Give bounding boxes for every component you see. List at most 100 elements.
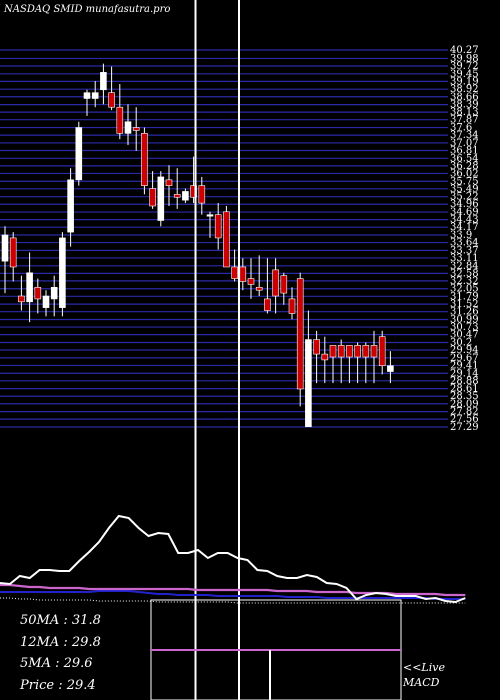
- price-label: 31.52: [450, 299, 479, 310]
- price-label: 29.14: [450, 368, 479, 379]
- candle-body: [288, 298, 296, 314]
- candle-body: [321, 353, 329, 361]
- candle: [108, 66, 115, 111]
- price-label: 29.94: [450, 345, 479, 356]
- price-label: 37.07: [450, 138, 479, 149]
- candle: [223, 205, 230, 268]
- price-label: 39.72: [450, 61, 479, 72]
- candle: [305, 310, 312, 428]
- candle: [214, 203, 222, 250]
- price-label: 34.69: [450, 207, 479, 218]
- live-macd-label: <<Live MACD: [403, 660, 445, 690]
- candle: [190, 156, 197, 204]
- price-label: 37.6: [450, 123, 472, 134]
- price-label: 38.92: [450, 84, 479, 95]
- candle: [100, 63, 107, 105]
- price-label: 34.17: [450, 222, 479, 233]
- stats-panel: 50MA : 31.8 12MA : 29.8 5MA : 29.6 Price…: [20, 610, 101, 696]
- macd-label: MACD: [403, 676, 440, 689]
- candle: [91, 81, 99, 108]
- candle-body: [9, 237, 17, 268]
- price-label: 30.73: [450, 322, 479, 333]
- price-label: 27.29: [450, 422, 479, 433]
- cursor-lines: [194, 0, 240, 700]
- price-label: 33.64: [450, 238, 479, 249]
- candle-body: [34, 286, 42, 300]
- price-label: 28.09: [450, 399, 479, 410]
- candle-body: [387, 365, 394, 372]
- price-label: 33.37: [450, 245, 479, 256]
- price-label: 36.02: [450, 168, 479, 179]
- indicator-white-line: [0, 514, 466, 604]
- candle-body: [272, 269, 279, 297]
- candle-body: [231, 266, 238, 279]
- price-label: 30.99: [450, 315, 479, 326]
- candle-body: [165, 179, 173, 186]
- candle: [280, 272, 288, 305]
- candle-body: [100, 72, 107, 91]
- candle: [247, 258, 255, 299]
- price-label: 40.27: [450, 45, 479, 56]
- price-label: 29.67: [450, 353, 479, 364]
- price-label: 37.87: [450, 115, 479, 126]
- candle: [173, 168, 181, 209]
- candle-body: [362, 345, 370, 358]
- candle-body: [313, 339, 320, 355]
- candle: [264, 258, 271, 314]
- stat-50ma: 50MA : 31.8: [20, 610, 101, 632]
- candle-body: [280, 275, 288, 294]
- stat-label: Price: [20, 677, 55, 693]
- candle-body: [247, 278, 255, 285]
- candle: [124, 104, 132, 145]
- candle: [116, 83, 124, 140]
- candle-body: [50, 286, 58, 300]
- price-label: 32.84: [450, 261, 479, 272]
- candle-body: [354, 345, 361, 358]
- price-label: 36.81: [450, 145, 479, 156]
- candle: [1, 226, 9, 294]
- candle-body: [255, 286, 263, 291]
- candle-body: [149, 188, 156, 207]
- candle-body: [223, 211, 230, 268]
- candle: [272, 258, 279, 314]
- candle-body: [83, 92, 91, 99]
- macd-panel: [150, 599, 402, 700]
- price-label: 32.05: [450, 284, 479, 295]
- candle-body: [116, 106, 124, 134]
- candle-body: [75, 127, 83, 181]
- price-label: 28.61: [450, 384, 479, 395]
- live-link[interactable]: <<Live: [403, 661, 445, 674]
- price-label: 33.11: [450, 253, 479, 264]
- indicator-blue-line: [0, 590, 466, 600]
- candle: [42, 290, 50, 317]
- candle: [75, 121, 83, 186]
- candle: [26, 252, 33, 323]
- candle: [83, 89, 91, 116]
- candle: [206, 211, 214, 238]
- indicator-panel: [0, 514, 466, 604]
- candle: [313, 330, 320, 384]
- price-label: 38.39: [450, 100, 479, 111]
- candle-body: [206, 214, 214, 217]
- candle: [132, 107, 140, 151]
- indicator-pink-line: [0, 583, 466, 597]
- price-label: 30.47: [450, 330, 479, 341]
- candle-body: [305, 339, 312, 428]
- price-label: 28.88: [450, 376, 479, 387]
- price-label: 36.28: [450, 161, 479, 172]
- price-label: 30.2: [450, 337, 472, 348]
- candle: [321, 336, 329, 384]
- price-axis-labels: 40.2739.9839.7239.4539.1938.9238.6638.39…: [450, 45, 479, 433]
- stat-label: 5MA: [20, 656, 51, 671]
- price-label: 36.54: [450, 153, 479, 164]
- price-label: 28.35: [450, 391, 479, 402]
- candle-body: [59, 237, 66, 308]
- candle-body: [132, 127, 140, 131]
- candle-body: [67, 179, 74, 233]
- candle: [34, 278, 42, 314]
- candle: [141, 127, 148, 195]
- price-label: 32.58: [450, 268, 479, 279]
- candle: [67, 168, 74, 247]
- price-label: 35.22: [450, 192, 479, 203]
